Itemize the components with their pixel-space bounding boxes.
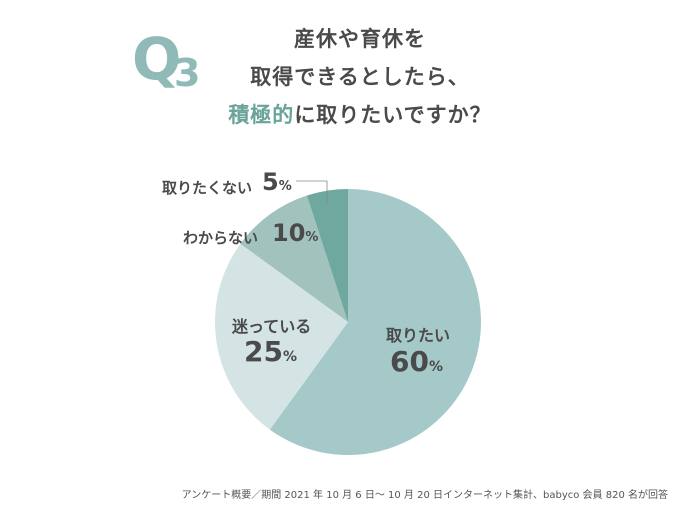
title-highlight: 積極的 — [228, 103, 295, 127]
pie-slice-unsure — [214, 243, 348, 430]
slice-value-want: 60% — [390, 345, 443, 378]
pie-slice-dontwant — [306, 189, 348, 322]
question-title: 産休や育休を 取得できるとしたら、 積極的に取りたいですか？ — [190, 20, 530, 134]
slice-value-unsure: 25% — [244, 335, 297, 368]
leader-line — [296, 180, 328, 203]
survey-footnote: アンケート概要／期間 2021 年 10 月 6 日～ 10 月 20 日インタ… — [181, 490, 668, 501]
slice-label-dontknow: わからない — [183, 229, 259, 247]
pie-slice-dontknow — [240, 195, 348, 322]
q-letter: Q — [132, 25, 182, 93]
title-line-3-rest: に取りたいですか？ — [294, 103, 492, 127]
pie-slice-want — [269, 189, 481, 455]
slice-label-want: 取りたい — [386, 326, 451, 345]
title-line-1: 産休や育休を — [294, 27, 426, 51]
question-badge: Q 3 — [132, 30, 212, 100]
q-number: 3 — [174, 51, 201, 95]
slice-value-dontwant: 5% — [262, 168, 292, 196]
title-line-2: 取得できるとしたら、 — [250, 65, 470, 89]
title-line-3: 積極的に取りたいですか？ — [190, 96, 530, 134]
slice-label-dontwant: 取りたくない — [162, 179, 253, 197]
slice-value-dontknow: 10% — [272, 219, 319, 247]
slice-label-unsure: 迷っている — [232, 317, 312, 336]
